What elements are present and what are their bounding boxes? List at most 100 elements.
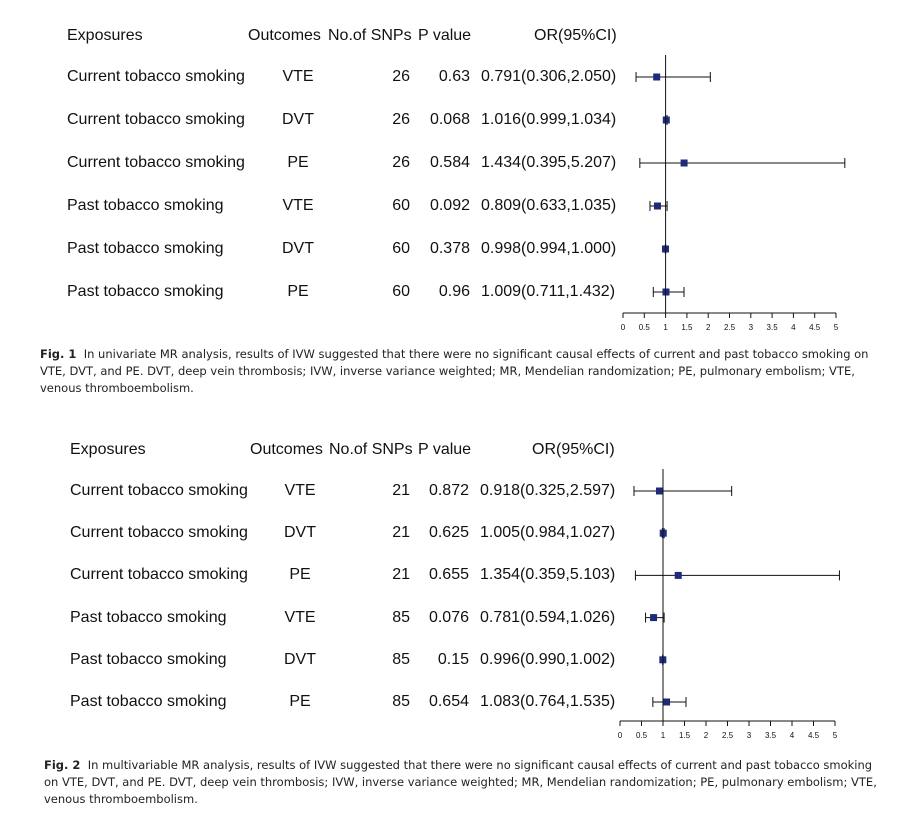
cell-outcome: PE bbox=[287, 154, 309, 171]
header-snps: No.of SNPs bbox=[329, 441, 413, 458]
x-tick-label: 4.5 bbox=[808, 731, 820, 740]
cell-snps: 85 bbox=[392, 608, 410, 626]
caption-label: Fig. 2 bbox=[44, 758, 81, 772]
cell-or-ci: 1.083(0.764,1.535) bbox=[480, 693, 616, 710]
cell-or-ci: 1.009(0.711,1.432) bbox=[481, 283, 616, 300]
cell-pvalue: 0.15 bbox=[437, 650, 469, 668]
cell-outcome: DVT bbox=[284, 524, 316, 542]
x-tick-label: 0.5 bbox=[636, 731, 648, 740]
cell-pvalue: 0.872 bbox=[428, 482, 469, 499]
x-tick-label: 2.5 bbox=[724, 323, 736, 332]
cell-or-ci: 1.005(0.984,1.027) bbox=[480, 524, 616, 542]
cell-pvalue: 0.584 bbox=[429, 154, 470, 171]
header-pvalue: P value bbox=[418, 441, 472, 458]
cell-pvalue: 0.068 bbox=[429, 111, 470, 128]
header-or: OR(95%CI) bbox=[534, 27, 617, 44]
caption-text: In multivariable MR analysis, results of… bbox=[44, 758, 877, 806]
cell-exposure: Past tobacco smoking bbox=[67, 240, 224, 257]
forest-plot-2: 0 0.5 1 1.5 2 2.5 3 3.5 4 4.5 5 bbox=[618, 469, 840, 740]
header-exposures: Exposures bbox=[70, 441, 146, 458]
cell-outcome: VTE bbox=[282, 197, 314, 214]
cell-snps: 21 bbox=[392, 482, 410, 499]
x-tick-label: 1.5 bbox=[681, 323, 693, 332]
header-outcomes: Outcomes bbox=[248, 27, 321, 44]
cell-exposure: Past tobacco smoking bbox=[70, 608, 227, 626]
header-or: OR(95%CI) bbox=[532, 441, 615, 458]
cell-snps: 60 bbox=[392, 240, 410, 257]
cell-outcome: PE bbox=[287, 283, 309, 300]
cell-snps: 85 bbox=[392, 693, 410, 710]
figure-2: Exposures Outcomes No.of SNPs P value OR… bbox=[0, 414, 915, 824]
header-snps: No.of SNPs bbox=[328, 27, 412, 44]
x-tick-label: 3 bbox=[749, 323, 754, 332]
x-tick-label: 5 bbox=[834, 323, 839, 332]
cell-or-ci: 0.809(0.633,1.035) bbox=[481, 197, 617, 214]
cell-snps: 26 bbox=[392, 154, 410, 171]
cell-outcome: DVT bbox=[282, 240, 314, 257]
x-tick-label: 1.5 bbox=[679, 731, 691, 740]
cell-snps: 26 bbox=[392, 111, 410, 128]
cell-snps: 60 bbox=[392, 197, 410, 214]
x-tick-label: 4 bbox=[791, 323, 796, 332]
cell-snps: 21 bbox=[392, 566, 410, 584]
cell-pvalue: 0.655 bbox=[428, 566, 469, 584]
cell-exposure: Past tobacco smoking bbox=[67, 197, 224, 214]
cell-outcome: VTE bbox=[284, 608, 316, 626]
or-point bbox=[663, 698, 671, 706]
cell-exposure: Current tobacco smoking bbox=[67, 68, 245, 85]
cell-or-ci: 1.354(0.359,5.103) bbox=[480, 566, 616, 584]
caption-text: In univariate MR analysis, results of IV… bbox=[40, 347, 869, 395]
cell-pvalue: 0.625 bbox=[428, 524, 469, 542]
cell-snps: 26 bbox=[392, 68, 410, 85]
figure-1: Exposures Outcomes No.of SNPs P value OR… bbox=[0, 0, 915, 410]
cell-or-ci: 0.781(0.594,1.026) bbox=[480, 608, 616, 626]
cell-exposure: Current tobacco smoking bbox=[67, 154, 245, 171]
cell-pvalue: 0.96 bbox=[438, 283, 470, 300]
x-tick-label: 2 bbox=[706, 323, 711, 332]
cell-snps: 60 bbox=[392, 283, 410, 300]
cell-pvalue: 0.654 bbox=[428, 693, 469, 710]
or-point bbox=[674, 571, 682, 579]
cell-snps: 85 bbox=[392, 650, 410, 668]
cell-or-ci: 1.016(0.999,1.034) bbox=[481, 111, 617, 128]
cell-exposure: Current tobacco smoking bbox=[70, 524, 248, 542]
cell-exposure: Past tobacco smoking bbox=[70, 693, 227, 710]
x-tick-label: 5 bbox=[833, 731, 838, 740]
x-tick-label: 3 bbox=[747, 731, 752, 740]
x-tick-label: 3.5 bbox=[767, 323, 779, 332]
figure-caption: Fig. 1 In univariate MR analysis, result… bbox=[40, 346, 885, 397]
cell-exposure: Current tobacco smoking bbox=[70, 482, 248, 499]
cell-or-ci: 0.996(0.990,1.002) bbox=[480, 650, 616, 668]
header-exposures: Exposures bbox=[67, 27, 143, 44]
x-tick-label: 0 bbox=[618, 731, 623, 740]
or-point bbox=[650, 614, 658, 622]
or-point bbox=[655, 487, 663, 495]
x-tick-label: 0 bbox=[621, 323, 626, 332]
cell-exposure: Current tobacco smoking bbox=[67, 111, 245, 128]
x-tick-label: 4 bbox=[790, 731, 795, 740]
or-point bbox=[653, 202, 661, 210]
cell-or-ci: 0.998(0.994,1.000) bbox=[481, 240, 617, 257]
or-point bbox=[653, 73, 661, 81]
cell-outcome: DVT bbox=[282, 111, 314, 128]
cell-pvalue: 0.076 bbox=[428, 608, 469, 626]
cell-outcome: DVT bbox=[284, 650, 316, 668]
cell-exposure: Current tobacco smoking bbox=[70, 566, 248, 584]
cell-outcome: PE bbox=[289, 566, 311, 584]
cell-pvalue: 0.63 bbox=[438, 68, 470, 85]
header-outcomes: Outcomes bbox=[250, 441, 323, 458]
cell-outcome: VTE bbox=[282, 68, 314, 85]
caption-label: Fig. 1 bbox=[40, 347, 77, 361]
x-tick-label: 3.5 bbox=[765, 731, 777, 740]
cell-snps: 21 bbox=[392, 524, 410, 542]
x-tick-label: 4.5 bbox=[809, 323, 821, 332]
cell-pvalue: 0.092 bbox=[429, 197, 470, 214]
x-tick-label: 2 bbox=[704, 731, 709, 740]
cell-outcome: VTE bbox=[284, 482, 316, 499]
x-tick-label: 0.5 bbox=[639, 323, 651, 332]
cell-exposure: Past tobacco smoking bbox=[70, 650, 227, 668]
or-point bbox=[680, 159, 688, 167]
cell-or-ci: 0.918(0.325,2.597) bbox=[480, 482, 616, 499]
forest-plot-1: 0 0.5 1 1.5 2 2.5 3 3.5 4 4.5 5 bbox=[621, 55, 846, 332]
figure-caption: Fig. 2 In multivariable MR analysis, res… bbox=[44, 757, 886, 808]
